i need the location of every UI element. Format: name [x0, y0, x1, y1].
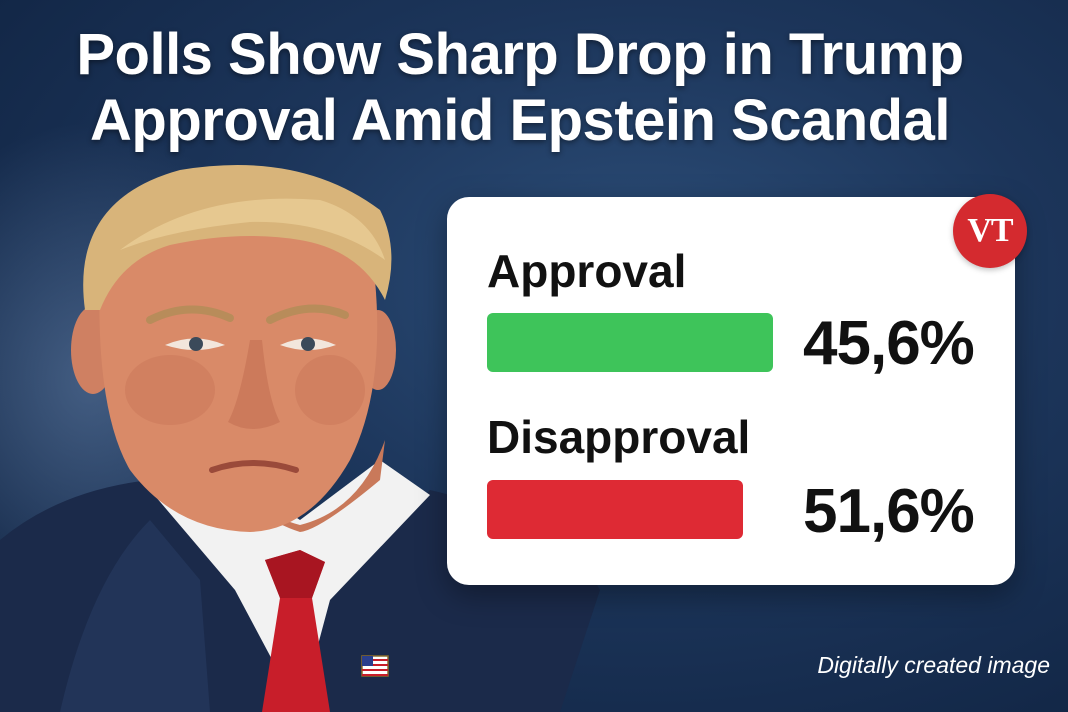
- headline-line-1: Polls Show Sharp Drop in Trump: [76, 22, 964, 87]
- value-label-disapproval: 51,6%: [803, 477, 975, 546]
- vt-logo: VT: [953, 194, 1027, 268]
- bar-approval: [487, 313, 773, 372]
- person-portrait: [0, 165, 600, 712]
- headline-line-2: Approval Amid Epstein Scandal: [90, 88, 950, 153]
- category-label-disapproval: Disapproval: [487, 411, 751, 463]
- value-label-approval: 45,6%: [803, 309, 975, 378]
- bar-disapproval: [487, 480, 743, 539]
- headline: Polls Show Sharp Drop in Trump Approval …: [0, 22, 1040, 154]
- image-disclaimer: Digitally created image: [817, 652, 1050, 678]
- category-label-approval: Approval: [487, 245, 687, 297]
